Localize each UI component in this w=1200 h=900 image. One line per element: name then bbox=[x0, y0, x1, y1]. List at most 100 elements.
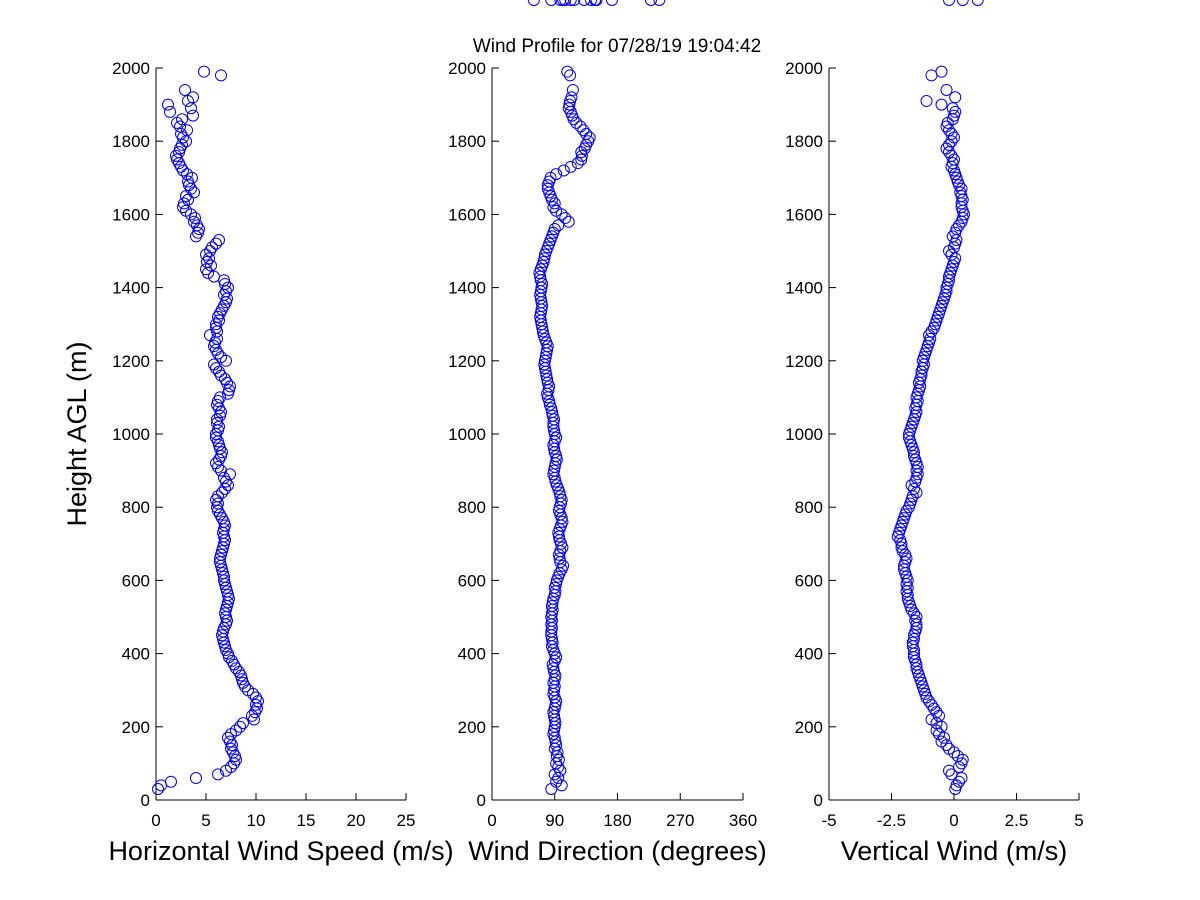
speed-x-tick-label: 10 bbox=[247, 811, 266, 830]
direction-y-tick-label: 800 bbox=[458, 498, 486, 517]
speed-data-point bbox=[215, 548, 227, 561]
vertical-data-point bbox=[900, 504, 913, 517]
direction-data-point bbox=[548, 197, 561, 210]
vertical-panel: 0 200 400 600 800 1000 1200 1400 1600 1800 2000 -5 -… bbox=[785, 0, 1084, 866]
direction-data-point bbox=[605, 0, 618, 6]
speed-data-point bbox=[165, 775, 177, 788]
speed-x-tick-label: 5 bbox=[201, 811, 210, 830]
vertical-data-point bbox=[945, 127, 958, 140]
vertical-x-tick-label: -2.5 bbox=[877, 811, 906, 830]
direction-data-point bbox=[527, 0, 540, 6]
speed-data-point bbox=[205, 259, 217, 272]
speed-data-point bbox=[210, 431, 222, 444]
speed-y-tick-label: 1200 bbox=[112, 352, 150, 371]
direction-y-tick-label: 1000 bbox=[448, 425, 486, 444]
speed-data-point bbox=[217, 567, 229, 580]
direction-data-point bbox=[574, 120, 587, 133]
direction-x-tick-label: 180 bbox=[603, 811, 631, 830]
direction-data-point bbox=[589, 0, 602, 6]
speed-data-point bbox=[177, 201, 189, 214]
speed-data-point bbox=[219, 534, 231, 547]
direction-data-point bbox=[575, 149, 588, 162]
speed-data-point bbox=[223, 592, 235, 605]
vertical-data-point bbox=[930, 706, 943, 719]
speed-y-tick-label: 800 bbox=[122, 498, 150, 517]
speed-data-point bbox=[219, 607, 231, 620]
direction-data-point bbox=[554, 490, 567, 503]
direction-y-tick-label: 1600 bbox=[448, 205, 486, 224]
direction-data-point bbox=[553, 552, 566, 565]
direction-data-point bbox=[578, 0, 591, 6]
speed-y-tick-label: 400 bbox=[122, 645, 150, 664]
speed-y-tick-label: 0 bbox=[141, 791, 150, 810]
direction-data-point bbox=[545, 600, 558, 613]
vertical-data-point bbox=[943, 0, 955, 6]
direction-data-point bbox=[562, 102, 575, 115]
vertical-data-point bbox=[933, 728, 945, 741]
vertical-data-point bbox=[948, 164, 960, 177]
speed-data-point bbox=[200, 248, 212, 261]
speed-data-point bbox=[208, 270, 220, 283]
direction-data-point bbox=[563, 98, 576, 111]
vertical-data-point bbox=[955, 772, 968, 785]
vertical-data-point bbox=[940, 83, 953, 96]
vertical-data-point bbox=[943, 742, 955, 755]
vertical-data-point bbox=[950, 779, 963, 792]
direction-y-tick-label: 1800 bbox=[448, 132, 486, 151]
direction-data-point bbox=[543, 398, 556, 411]
vertical-data-point bbox=[945, 768, 958, 781]
vertical-data-point bbox=[899, 548, 912, 561]
speed-data-point bbox=[215, 464, 227, 477]
vertical-data-point bbox=[940, 285, 953, 298]
speed-data-point bbox=[220, 581, 232, 594]
direction-data-point bbox=[554, 0, 567, 6]
speed-data-point bbox=[174, 120, 186, 133]
direction-data-point bbox=[541, 182, 554, 195]
speed-data-point bbox=[185, 102, 197, 115]
speed-data-point bbox=[212, 490, 224, 503]
speed-data-point bbox=[173, 146, 185, 159]
speed-data-point bbox=[230, 724, 242, 737]
speed-data-point bbox=[217, 625, 229, 638]
speed-data-point bbox=[246, 709, 258, 722]
vertical-y-tick-label: 2000 bbox=[785, 59, 823, 78]
speed-data-point bbox=[155, 779, 167, 792]
vertical-data-point bbox=[908, 632, 920, 645]
vertical-data-point bbox=[943, 124, 955, 137]
speed-data-point bbox=[222, 589, 234, 602]
vertical-data-point bbox=[910, 611, 923, 623]
direction-data-point bbox=[564, 69, 577, 82]
direction-y-tick-label: 1200 bbox=[448, 352, 486, 371]
direction-y-tick-label: 2000 bbox=[448, 59, 486, 78]
direction-data-point bbox=[548, 464, 561, 477]
speed-data-point bbox=[189, 212, 201, 225]
direction-data-point bbox=[550, 739, 563, 752]
vertical-data-point bbox=[953, 775, 965, 788]
speed-data-point bbox=[182, 175, 194, 188]
vertical-y-tick-label: 0 bbox=[814, 791, 823, 810]
vertical-y-tick-label: 1600 bbox=[785, 205, 823, 224]
direction-data-point bbox=[545, 0, 558, 6]
speed-y-tick-label: 1000 bbox=[112, 425, 150, 444]
vertical-data-point bbox=[956, 0, 969, 6]
speed-data-point bbox=[220, 643, 232, 656]
vertical-data-point bbox=[935, 735, 948, 748]
vertical-data-point bbox=[940, 142, 953, 155]
vertical-data-point bbox=[908, 449, 920, 462]
vertical-y-tick-label: 1200 bbox=[785, 352, 823, 371]
direction-data-point bbox=[550, 204, 563, 217]
vertical-y-tick-label: 1000 bbox=[785, 425, 823, 444]
vertical-data-point bbox=[951, 750, 964, 763]
vertical-data-point bbox=[943, 146, 955, 159]
vertical-data-point bbox=[945, 135, 958, 148]
speed-x-tick-label: 0 bbox=[151, 811, 160, 830]
speed-y-tick-label: 1600 bbox=[112, 205, 150, 224]
speed-data-point bbox=[215, 69, 227, 82]
direction-data-point bbox=[566, 83, 579, 96]
speed-data-point bbox=[187, 109, 199, 122]
direction-data-point bbox=[557, 164, 570, 177]
vertical-data-point bbox=[894, 534, 907, 547]
direction-data-point bbox=[537, 255, 550, 268]
speed-data-point bbox=[181, 168, 193, 181]
vertical-data-point bbox=[908, 482, 920, 495]
